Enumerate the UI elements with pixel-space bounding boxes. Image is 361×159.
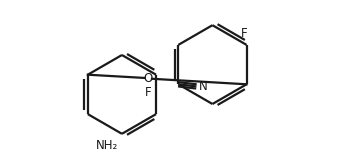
Text: O: O [144, 72, 153, 85]
Text: N: N [199, 80, 208, 93]
Text: F: F [241, 27, 248, 40]
Text: F: F [145, 86, 152, 99]
Text: NH₂: NH₂ [96, 139, 118, 152]
